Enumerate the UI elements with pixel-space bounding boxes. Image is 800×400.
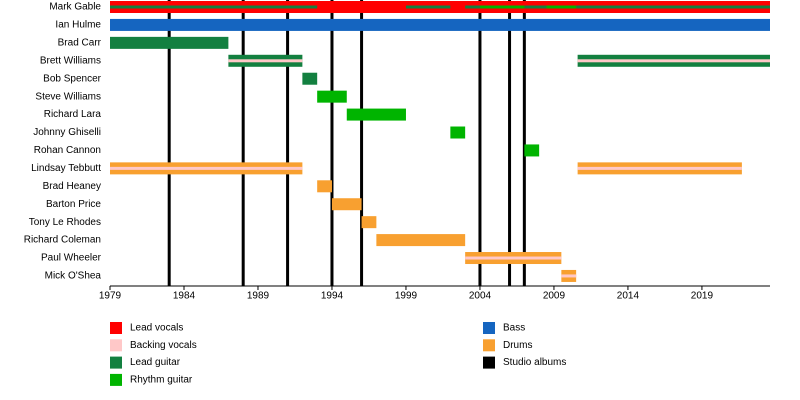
bar <box>302 72 318 85</box>
bar <box>317 90 347 103</box>
stripe-bar <box>576 5 770 9</box>
member-label: Brad Heaney <box>43 181 101 192</box>
stripe-bar <box>479 5 525 9</box>
member-label: Paul Wheeler <box>41 253 102 264</box>
member-label: Richard Lara <box>44 109 102 120</box>
bar <box>524 144 540 157</box>
member-label: Tony Le Rhodes <box>29 217 101 228</box>
stripe-bar <box>228 59 303 63</box>
member-label: Barton Price <box>46 199 101 210</box>
member-label: Mark Gable <box>49 2 101 13</box>
legend-swatch <box>483 356 495 369</box>
legend-label: Studio albums <box>503 357 566 368</box>
x-tick-label: 1994 <box>321 291 344 302</box>
stripe-bar <box>405 5 451 9</box>
x-tick-label: 1999 <box>395 291 418 302</box>
stripe-bar <box>561 274 577 278</box>
legend-swatch <box>110 356 122 369</box>
x-tick-label: 1984 <box>173 291 196 302</box>
stripe-bar <box>465 256 562 260</box>
member-label: Ian Hulme <box>55 20 101 31</box>
member-label: Brad Carr <box>58 38 102 49</box>
stripe-bar <box>110 5 318 9</box>
bar <box>110 36 229 49</box>
x-tick-label: 1989 <box>247 291 270 302</box>
legend-label: Rhythm guitar <box>130 375 193 386</box>
member-label: Johnny Ghiselli <box>33 127 101 138</box>
stripe-bar <box>546 5 577 9</box>
stripe-bar <box>110 166 303 170</box>
bar <box>110 18 770 31</box>
legend-swatch <box>110 339 122 352</box>
x-tick-label: 1979 <box>99 291 122 302</box>
member-label: Mick O'Shea <box>45 271 102 282</box>
bar <box>317 180 332 193</box>
legend-label: Backing vocals <box>130 340 197 351</box>
stripe-bar <box>465 5 480 9</box>
member-label: Rohan Cannon <box>34 145 101 156</box>
legend-swatch <box>483 339 495 352</box>
legend-label: Lead vocals <box>130 323 183 334</box>
x-tick-label: 2009 <box>543 291 566 302</box>
bar <box>450 126 466 139</box>
bar <box>361 216 377 229</box>
bar <box>331 198 362 211</box>
x-tick-label: 2014 <box>617 291 640 302</box>
stripe-bar <box>577 59 770 63</box>
member-label: Bob Spencer <box>43 73 101 84</box>
member-label: Steve Williams <box>35 91 101 102</box>
legend-label: Drums <box>503 340 532 351</box>
legend-swatch <box>110 322 122 334</box>
bar <box>346 108 406 121</box>
legend-label: Lead guitar <box>130 357 181 368</box>
member-label: Brett Williams <box>40 55 101 66</box>
bar <box>376 234 466 247</box>
stripe-bar <box>524 5 547 9</box>
legend-label: Bass <box>503 323 525 334</box>
member-label: Lindsay Tebbutt <box>31 163 101 174</box>
stripe-bar <box>577 166 742 170</box>
member-label: Richard Coleman <box>24 235 101 246</box>
legend-swatch <box>483 322 495 334</box>
x-tick-label: 2004 <box>469 291 492 302</box>
x-tick-label: 2019 <box>691 291 714 302</box>
legend-swatch <box>110 373 122 386</box>
